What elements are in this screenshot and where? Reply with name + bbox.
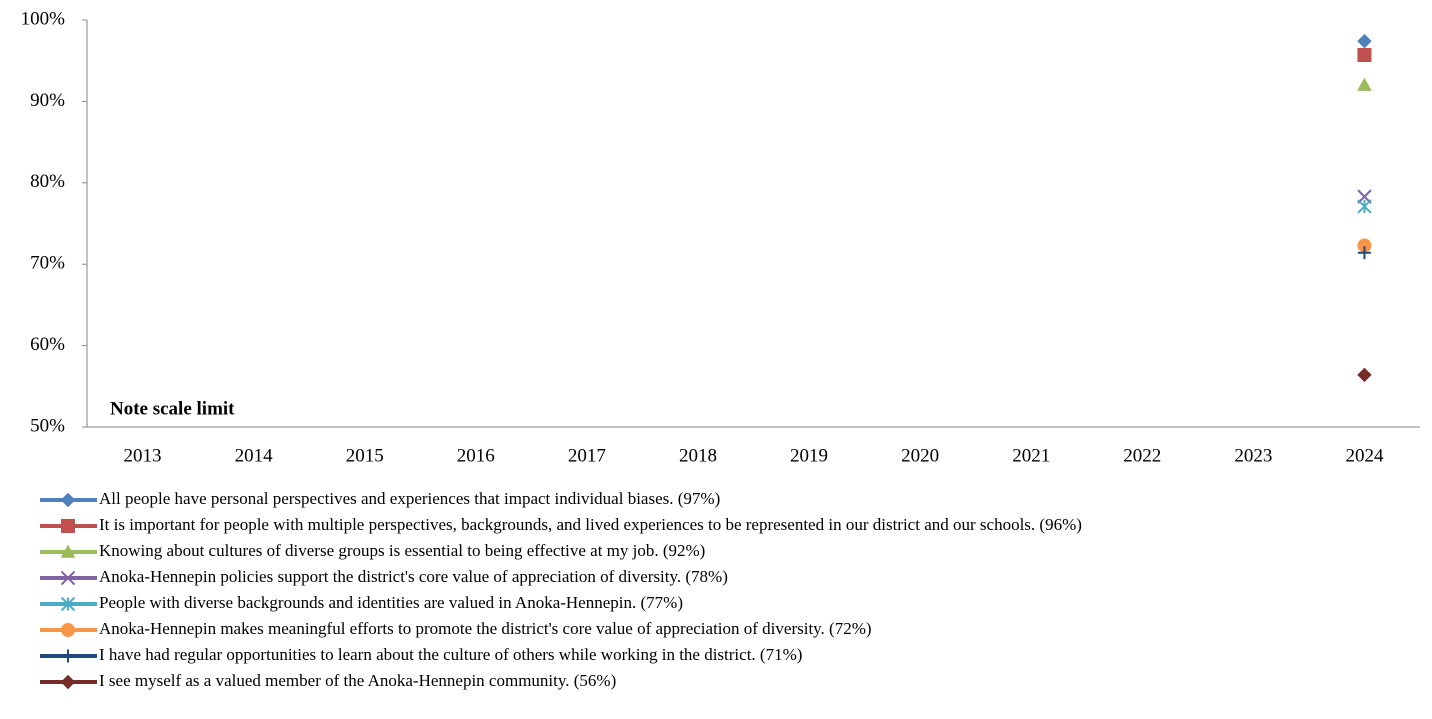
legend-label: I have had regular opportunities to lear… [99, 645, 802, 664]
y-tick-label: 90% [30, 90, 65, 111]
data-point [1357, 77, 1372, 91]
y-tick-label: 70% [30, 253, 65, 274]
legend-label: People with diverse backgrounds and iden… [99, 593, 683, 612]
legend-marker [60, 674, 76, 690]
legend-label: Knowing about cultures of diverse groups… [99, 541, 705, 560]
x-tick-label: 2022 [1123, 445, 1161, 466]
legend-label: I see myself as a valued member of the A… [99, 671, 616, 690]
legend-marker [60, 596, 76, 612]
x-tick-label: 2021 [1012, 445, 1050, 466]
x-tick-label: 2019 [790, 445, 828, 466]
x-tick-label: 2020 [901, 445, 939, 466]
x-tick-label: 2023 [1234, 445, 1272, 466]
x-tick-label: 2016 [457, 445, 495, 466]
data-point [1357, 367, 1372, 383]
y-tick-label: 80% [30, 171, 65, 192]
x-tick-label: 2013 [124, 445, 162, 466]
x-tick-label: 2018 [679, 445, 717, 466]
legend-label: All people have personal perspectives an… [99, 489, 720, 508]
y-tick-label: 100% [21, 8, 66, 29]
legend-marker [60, 570, 76, 586]
data-point [1357, 33, 1372, 49]
x-tick-label: 2014 [235, 445, 274, 466]
y-tick-label: 50% [30, 415, 65, 436]
annotation: Note scale limit [110, 398, 235, 419]
legend-marker [60, 544, 76, 558]
legend-marker [60, 492, 76, 508]
x-tick-label: 2017 [568, 445, 606, 466]
y-tick-label: 60% [30, 334, 65, 355]
data-point [1357, 238, 1372, 253]
legend-marker [61, 519, 75, 533]
data-point [1357, 246, 1371, 260]
legend-marker [60, 623, 76, 637]
legend-label: Anoka-Hennepin policies support the dist… [99, 567, 728, 586]
x-tick-label: 2024 [1345, 445, 1384, 466]
x-tick-label: 2015 [346, 445, 384, 466]
data-point [1357, 48, 1372, 63]
legend-label: It is important for people with multiple… [99, 515, 1082, 534]
data-point [1357, 199, 1372, 214]
legend-label: Anoka-Hennepin makes meaningful efforts … [99, 619, 872, 638]
legend-marker [61, 649, 75, 663]
